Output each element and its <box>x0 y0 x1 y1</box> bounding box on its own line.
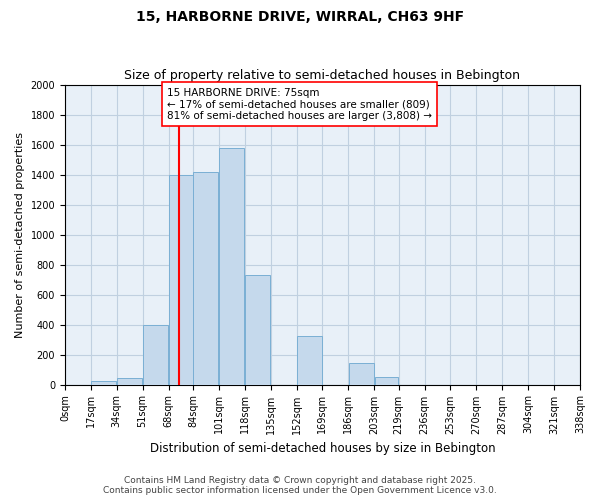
Bar <box>374 377 398 384</box>
Text: 15, HARBORNE DRIVE, WIRRAL, CH63 9HF: 15, HARBORNE DRIVE, WIRRAL, CH63 9HF <box>136 10 464 24</box>
Bar <box>169 174 193 384</box>
Bar <box>349 363 374 384</box>
Bar <box>297 336 322 384</box>
Bar <box>91 381 116 384</box>
Bar <box>245 275 270 384</box>
Title: Size of property relative to semi-detached houses in Bebington: Size of property relative to semi-detach… <box>124 69 520 82</box>
Y-axis label: Number of semi-detached properties: Number of semi-detached properties <box>15 132 25 338</box>
Bar <box>143 324 168 384</box>
Bar <box>219 148 244 384</box>
Bar <box>117 378 142 384</box>
Text: 15 HARBORNE DRIVE: 75sqm
← 17% of semi-detached houses are smaller (809)
81% of : 15 HARBORNE DRIVE: 75sqm ← 17% of semi-d… <box>167 88 432 121</box>
Text: Contains HM Land Registry data © Crown copyright and database right 2025.
Contai: Contains HM Land Registry data © Crown c… <box>103 476 497 495</box>
X-axis label: Distribution of semi-detached houses by size in Bebington: Distribution of semi-detached houses by … <box>149 442 495 455</box>
Bar <box>193 172 218 384</box>
